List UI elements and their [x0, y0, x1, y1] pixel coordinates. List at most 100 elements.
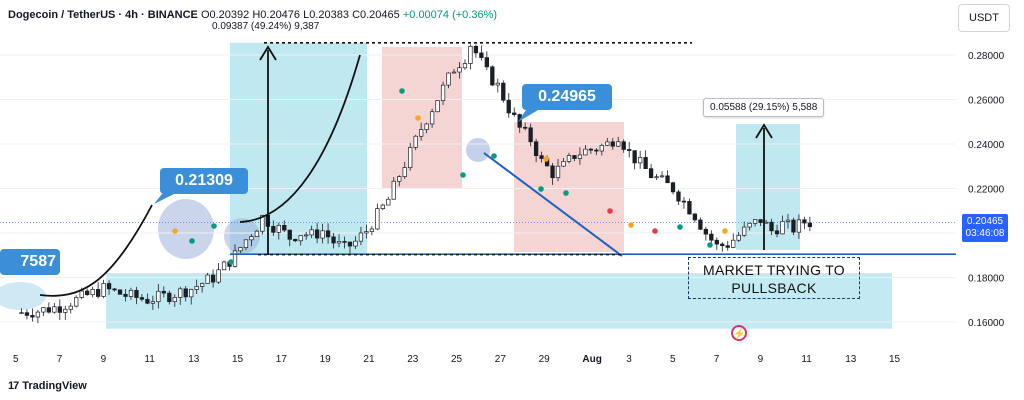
candle-body [637, 157, 643, 164]
candle-body [85, 290, 90, 296]
x-tick-label: 15 [232, 354, 244, 365]
candle-body [725, 245, 730, 248]
candle-body [178, 288, 183, 298]
candle-body [747, 222, 752, 228]
candle-body [167, 292, 172, 303]
candle-body [720, 243, 725, 247]
open-value: O0.20392 [200, 9, 250, 21]
candle-body [35, 311, 41, 318]
candle-body [501, 82, 506, 101]
candle-body [780, 221, 785, 235]
candle-body [424, 123, 429, 130]
candle-body [106, 283, 112, 290]
candle-body [68, 305, 73, 310]
candle-body [216, 269, 221, 283]
x-tick-label: 15 [889, 354, 901, 365]
candle-body [632, 150, 637, 164]
candle-body [287, 229, 292, 240]
signal-dot [399, 88, 405, 94]
x-tick-label: 7 [57, 354, 63, 365]
candle-body [134, 289, 139, 298]
candle-body [692, 213, 698, 221]
signal-dot [415, 115, 421, 121]
candle-body [276, 225, 281, 233]
candle-body [490, 66, 495, 86]
candle-body [205, 274, 210, 284]
candle-body [408, 147, 413, 168]
candle-body [583, 148, 588, 156]
candle-body [353, 240, 358, 247]
candle-body [364, 231, 369, 234]
callout-low: 0.21309 [160, 168, 248, 194]
measure-label-top: 0.09387 (49.24%) 9,387 [212, 21, 320, 32]
x-tick-label: 9 [101, 354, 107, 365]
signal-dot [538, 186, 544, 192]
candle-body [282, 225, 287, 231]
candle-body [665, 175, 670, 184]
candle-body [714, 239, 719, 245]
candle-body [19, 312, 24, 315]
signal-dot [228, 259, 234, 265]
rally-zone [230, 42, 367, 255]
candle-body [807, 222, 813, 228]
candle-body [670, 182, 676, 193]
candle-body [112, 288, 117, 291]
candle-body [605, 141, 610, 146]
candle-body [440, 84, 446, 101]
current-price-value: 0.20465 [966, 216, 1004, 227]
candle-body [238, 247, 243, 252]
signal-dot [707, 242, 713, 248]
candle-body [30, 315, 35, 318]
x-axis: 5 7 9 11 13 15 17 19 21 23 25 27 29 Aug 3 5 7 9 11 13 15 [13, 354, 901, 365]
candle-body [687, 201, 692, 215]
bar-countdown: 03:46:08 [965, 228, 1005, 239]
market-note-line2: PULLSBACK [731, 280, 817, 296]
candle-body [435, 100, 440, 113]
candle-body [429, 111, 435, 125]
candle-body [648, 168, 654, 179]
trend-line-down [483, 152, 623, 257]
market-note-line1: MARKET TRYING TO [703, 262, 845, 278]
candle-body [314, 229, 320, 239]
candle-body [473, 45, 479, 54]
y-axis: 0.28000 0.26000 0.24000 0.22000 0.18000 0.160… [968, 51, 1005, 329]
callout-high: 0.24965 [522, 84, 612, 110]
buy-zone [106, 273, 892, 329]
candle-body [506, 99, 511, 114]
candle-body [172, 297, 177, 303]
candle-body [462, 63, 468, 69]
candle-body [24, 312, 30, 316]
candle-body [785, 219, 791, 222]
candle-body [260, 215, 265, 232]
low-value: L0.20383 [303, 9, 349, 21]
candle-body [232, 250, 238, 267]
candle-body [758, 219, 763, 223]
candle-body [769, 221, 774, 232]
candle-body [616, 141, 621, 147]
lightning-icon[interactable]: ⚡ [731, 325, 747, 341]
candle-body [495, 82, 500, 86]
y-tick-label: 0.22000 [968, 185, 1005, 196]
candle-body [698, 219, 703, 230]
candle-body [566, 155, 572, 162]
callout-left: 7587 [0, 249, 60, 275]
tradingview-mark: 17 [8, 380, 19, 392]
candle-body [457, 67, 462, 73]
signal-dot [189, 238, 195, 244]
currency-unit-button[interactable]: USDT [958, 4, 1010, 32]
candle-body [627, 149, 632, 151]
highlight-circle-2 [224, 218, 260, 254]
trend-curve-1 [39, 204, 153, 297]
candle-body [101, 283, 106, 297]
signal-dot [172, 228, 178, 234]
y-tick-label: 0.18000 [968, 274, 1005, 285]
candle-body [150, 301, 156, 304]
candle-body [523, 126, 528, 129]
x-tick-label: 7 [714, 354, 720, 365]
tradingview-logo: 17 TradingView [8, 380, 87, 392]
current-price-tag: 0.20465 03:46:08 [962, 214, 1008, 242]
candle-body [347, 241, 353, 247]
candle-body [331, 236, 336, 244]
candle-body [386, 198, 391, 206]
candle-body [654, 176, 659, 179]
